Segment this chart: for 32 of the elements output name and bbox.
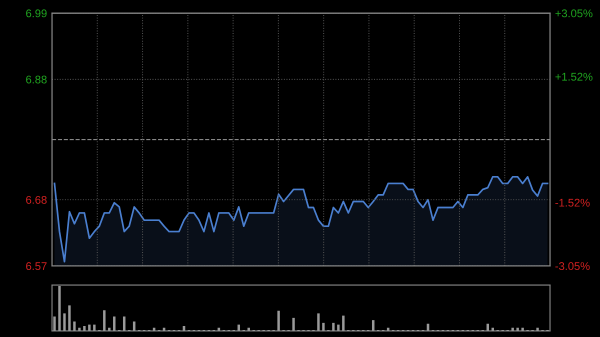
bar (486, 324, 490, 331)
bar (73, 322, 76, 331)
bar (93, 324, 96, 331)
bar (53, 316, 56, 331)
bar (88, 324, 91, 331)
y2-tick-label: +3.05% (555, 9, 592, 18)
bar (342, 316, 345, 331)
y-tick-label: 6.88 (26, 76, 47, 84)
bar (332, 322, 335, 331)
y-tick-label: 6.68 (26, 196, 47, 204)
bar (83, 326, 86, 331)
bar (113, 316, 116, 331)
bar (63, 313, 66, 331)
bar (372, 320, 374, 331)
bar (68, 305, 71, 331)
bar (182, 326, 186, 331)
bar (277, 310, 280, 331)
bar (103, 310, 106, 331)
bar (292, 318, 295, 331)
y2-tick-label: +1.52% (555, 72, 592, 81)
bar (122, 316, 126, 331)
y-tick-label: 6.57 (26, 262, 47, 270)
bar (426, 324, 430, 331)
y2-tick-label: -3.05% (555, 262, 590, 270)
bar (322, 322, 325, 331)
bar (317, 313, 320, 331)
bar (58, 286, 61, 331)
y2-tick-label: -1.52% (555, 198, 590, 207)
y-tick-label: 6.99 (26, 9, 47, 18)
bar (132, 322, 136, 331)
bar (337, 324, 340, 331)
bar (238, 324, 240, 331)
